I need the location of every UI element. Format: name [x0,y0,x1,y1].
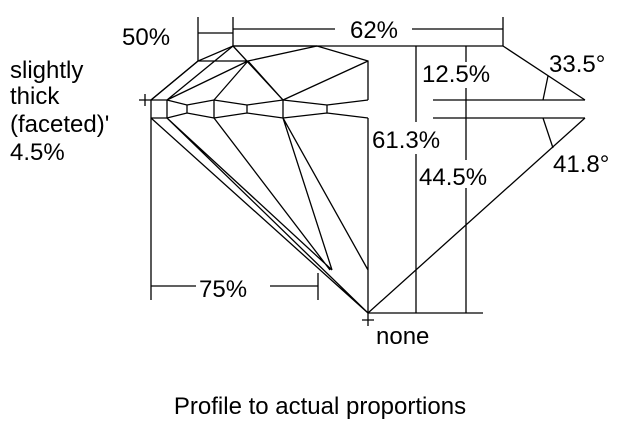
dimension-lines [139,17,585,326]
girdle-label-line1: slightly [10,57,83,84]
girdle-percent-label: 4.5% [10,139,65,166]
crown-left-label: 50% [122,24,170,51]
culet-label: none [376,323,429,350]
diamond-outline [150,45,586,314]
girdle-label-line3: (faceted)' [10,111,109,138]
total-depth-label: 61.3% [372,127,440,154]
girdle-label-line2: thick [10,83,60,110]
table-percent-label: 62% [350,17,398,44]
crown-angle-label: 33.5° [549,51,605,78]
caption: Profile to actual proportions [174,393,466,420]
lower-half-label: 75% [199,276,247,303]
pavilion-angle-label: 41.8° [553,151,609,178]
pavilion-depth-label: 44.5% [419,164,487,191]
crown-height-label: 12.5% [422,61,490,88]
